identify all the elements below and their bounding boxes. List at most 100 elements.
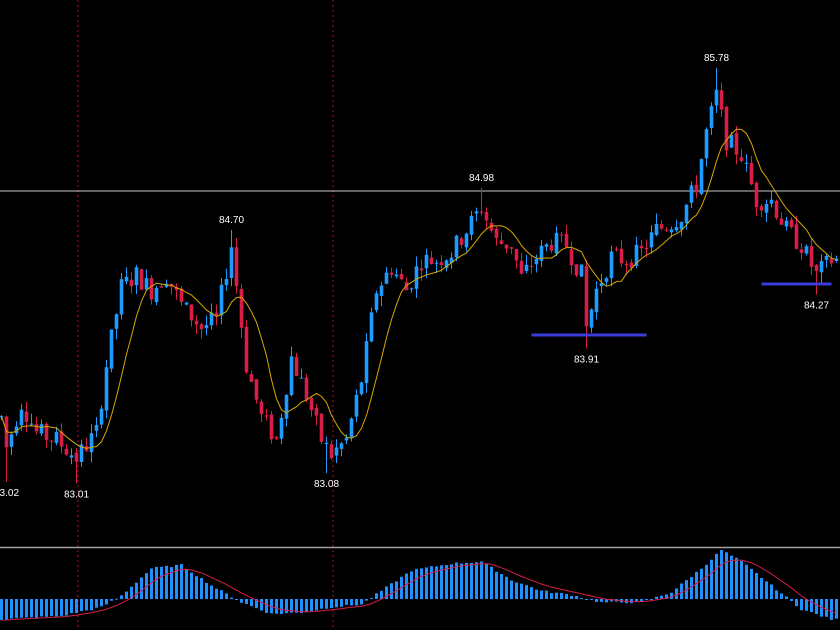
candle-body	[469, 215, 474, 235]
candle-body	[584, 266, 589, 327]
macd-bar	[525, 585, 528, 599]
macd-bar	[765, 581, 768, 599]
macd-bar	[330, 599, 333, 609]
candle-body	[714, 89, 719, 106]
macd-bar	[580, 598, 583, 600]
candle-body	[779, 218, 784, 225]
candle-body	[114, 314, 119, 329]
candle-body	[684, 204, 689, 224]
macd-bar	[550, 593, 553, 599]
macd-bar	[460, 563, 463, 599]
candle-body	[509, 247, 514, 249]
candle-body	[474, 211, 479, 214]
macd-bar	[640, 599, 643, 602]
candle-body	[454, 235, 459, 258]
macd-bar	[675, 588, 678, 599]
macd-bar	[80, 599, 83, 612]
macd-bar	[15, 599, 18, 619]
candle-body	[744, 162, 749, 164]
candle-body	[429, 257, 434, 264]
candle-body	[69, 455, 74, 458]
macd-bar	[105, 599, 108, 605]
macd-bar	[70, 599, 73, 614]
candle-body	[44, 423, 49, 440]
candle-body	[29, 423, 34, 425]
candle-body	[339, 443, 344, 449]
macd-bar	[220, 590, 223, 599]
macd-bar	[85, 599, 88, 611]
macd-bar	[95, 599, 98, 608]
candle-body	[359, 382, 364, 395]
macd-bar	[165, 565, 168, 599]
candle-body	[464, 233, 469, 248]
macd-bar	[540, 590, 543, 599]
macd-bar	[450, 564, 453, 599]
candle-body	[759, 206, 764, 211]
candle-body	[434, 262, 439, 264]
macd-bar	[465, 562, 468, 599]
candlesticks	[0, 68, 839, 484]
price-labels: 83.02 83.01 84.70 83.08 84.98 83.91 85.78 84.27	[0, 53, 829, 501]
candle-body	[579, 264, 584, 277]
candle-body	[144, 278, 149, 290]
candle-body	[679, 222, 684, 230]
macd-bar	[310, 599, 313, 612]
candle-body	[489, 222, 494, 231]
candle-body	[264, 415, 269, 417]
macd-histogram	[0, 550, 838, 621]
candle-body	[139, 269, 144, 290]
candle-body	[729, 134, 734, 148]
macd-bar	[60, 599, 63, 616]
macd-bar	[155, 566, 158, 599]
macd-bar	[630, 599, 633, 604]
macd-bar	[110, 599, 113, 601]
macd-bar	[0, 599, 3, 621]
macd-bar	[300, 599, 303, 614]
macd-bar	[800, 599, 803, 611]
macd-bar	[350, 599, 353, 606]
macd-bar	[545, 590, 548, 599]
candle-body	[589, 309, 594, 328]
macd-bar	[210, 585, 213, 599]
macd-bar	[560, 592, 563, 599]
macd-bar	[45, 599, 48, 617]
macd-bar	[785, 596, 788, 599]
macd-bar	[35, 599, 38, 619]
macd-bar	[385, 586, 388, 599]
candle-body	[64, 448, 69, 455]
macd-bar	[830, 599, 833, 620]
price-label: 85.78	[704, 53, 729, 64]
candle-body	[574, 264, 579, 276]
candle-body	[24, 411, 29, 422]
candle-body	[834, 258, 839, 262]
macd-bar	[375, 593, 378, 599]
macd-bar	[295, 599, 298, 613]
candle-body	[234, 247, 239, 287]
macd-bar	[505, 576, 508, 599]
macd-bar	[365, 599, 368, 601]
candle-body	[184, 302, 189, 305]
candle-body	[399, 274, 404, 280]
macd-bar	[770, 584, 773, 599]
candle-body	[674, 227, 679, 231]
macd-bar	[250, 599, 253, 607]
candle-body	[544, 244, 549, 247]
macd-bar	[410, 571, 413, 599]
candle-body	[739, 157, 744, 162]
candle-body	[354, 394, 359, 417]
candle-body	[669, 229, 674, 233]
candle-body	[99, 408, 104, 425]
candle-body	[224, 278, 229, 286]
candle-body	[569, 249, 574, 266]
macd-bar	[290, 599, 293, 613]
candle-body	[504, 244, 509, 249]
candle-body	[304, 377, 309, 400]
macd-bar	[115, 598, 118, 600]
support-lines[interactable]	[531, 282, 832, 337]
candle-body	[614, 248, 619, 250]
macd-bar	[535, 589, 538, 599]
macd-bar	[125, 591, 128, 599]
candle-body	[279, 417, 284, 439]
